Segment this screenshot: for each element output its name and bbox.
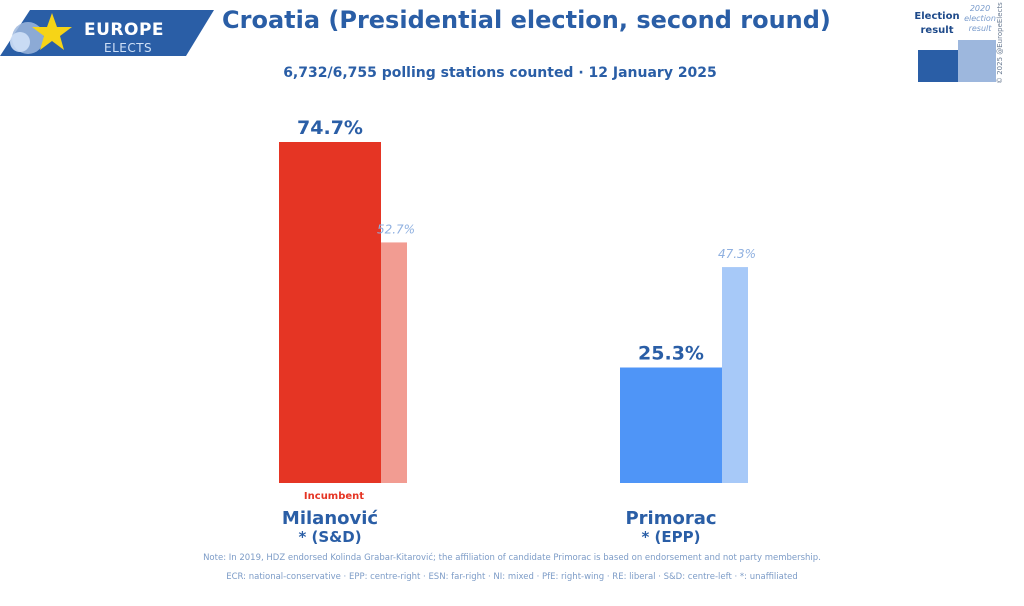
- candidate-party-label: * (EPP): [641, 528, 700, 546]
- bar-previous-1: [722, 267, 748, 483]
- chart-subtitle: 6,732/6,755 polling stations counted · 1…: [283, 65, 717, 81]
- candidate-name-label: Primorac: [625, 508, 716, 529]
- legend: Election result 2020 election result: [910, 2, 1010, 86]
- incumbent-label: Incumbent: [304, 491, 364, 502]
- bar-current-0: [279, 142, 381, 483]
- candidate-name-label: Milanović: [282, 508, 378, 529]
- bar-previous-0: [381, 242, 407, 483]
- bar-current-value-label: 25.3%: [638, 343, 704, 365]
- logo-word-europe: EUROPE: [84, 20, 165, 40]
- legend-current-label: Election result: [914, 11, 960, 36]
- party-legend-note: ECR: national-conservative · EPP: centre…: [226, 572, 798, 582]
- chart-title: Croatia (Presidential election, second r…: [222, 6, 831, 34]
- bar-current-1: [620, 367, 722, 483]
- europe-elects-logo: EUROPE ELECTS: [0, 10, 214, 56]
- bar-previous-value-label: 47.3%: [718, 247, 756, 261]
- legend-previous-label: 2020 election result: [964, 4, 996, 33]
- legend-previous-swatch: [958, 40, 996, 82]
- logo-word-elects: ELECTS: [104, 41, 153, 55]
- legend-current-swatch: [918, 50, 958, 82]
- bar-current-value-label: 74.7%: [297, 117, 363, 139]
- bar-previous-value-label: 52.7%: [377, 222, 415, 236]
- logo-banner-graphic: [0, 10, 214, 56]
- candidate-party-label: * (S&D): [298, 528, 361, 546]
- footnote: Note: In 2019, HDZ endorsed Kolinda Grab…: [203, 553, 821, 563]
